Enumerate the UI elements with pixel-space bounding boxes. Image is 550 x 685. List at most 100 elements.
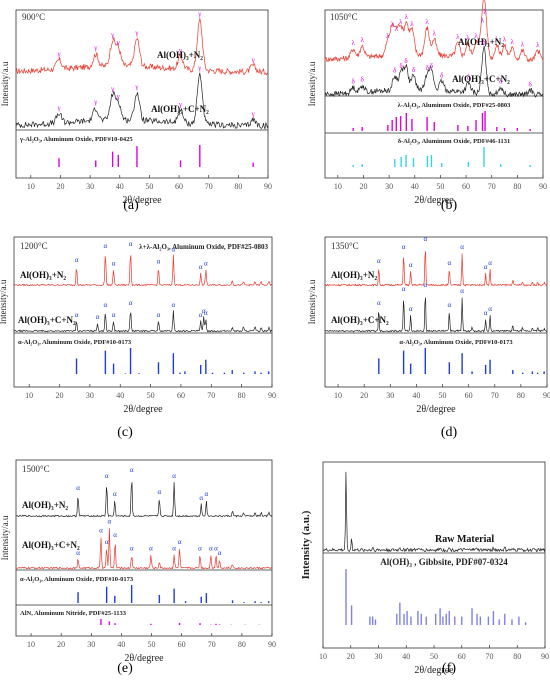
peak-marker-e-1-1: α [99,527,103,535]
peak-marker-a-1-1: γ [93,98,97,106]
panel-label-a: (a) [123,198,139,213]
x-tick-label-b-2: 30 [385,182,393,191]
chart-panel-b: 10 20 30 40 50 60 70 80 90 2θ/degree Intensity/a.u… [275,0,550,220]
chart-panel-e: 10 20 30 40 50 60 70 80 90 2θ/degree Intensity/a.u… [0,450,276,685]
ref-name-b-0: λ-Al₂O₃, Aluminum Oxide, PDF#25-0803 [398,102,511,109]
peak-marker-e-1-4: α [113,531,117,539]
chart-panel-a: 10 20 30 40 50 60 70 80 90 2θ/degree Intensity/a.u… [0,0,275,220]
ref-name-b-1: δ-Al₂O₃, Aluminum Oxide, PDF#46-1131 [398,138,511,145]
peak-marker-c-1-6: α [172,301,176,309]
peak-marker-b-0-1: λ [360,36,364,44]
series-line-b-0 [324,0,544,63]
peak-marker-d-1-8: α [488,305,492,313]
peak-marker-a-0-1: γ [93,44,97,52]
x-tick-label-c-5: 60 [177,391,185,400]
peak-marker-a-0-5: γ [178,46,182,54]
peak-marker-d-0-7: α [488,259,492,267]
series-line-d-1 [324,297,548,333]
x-tick-label-e-5: 60 [178,640,186,649]
peak-marker-d-1-7: α [484,309,488,317]
x-tick-label-a-1: 20 [56,182,64,191]
y-axis-label-e: Intensity/a.u [0,515,10,560]
top-annotation-c: λ+λ-Al₂O₃, Aluminum Oxide, PDF#25-0803 [139,243,268,251]
peak-marker-d-1-0: α [377,299,381,307]
x-tick-label-f-6: 70 [486,652,494,661]
plot-frame-d [324,236,548,388]
peak-marker-a-0-7: γ [251,56,255,64]
peak-marker-e-1-0: α [76,549,80,557]
series-name-a-0: Al(OH)₃+N₂ [157,50,203,60]
peak-marker-c-1-5: α [157,311,161,319]
peak-marker-d-0-2: α [409,261,413,269]
panel-label-d: (d) [440,425,458,440]
peak-marker-b-1-3: δ [400,62,404,70]
x-tick-label-e-1: 20 [57,640,65,649]
peak-marker-c-0-4: α [157,258,161,266]
x-tick-label-f-5: 60 [458,652,466,661]
peak-marker-c-0-2: α [112,259,116,267]
panel-label-b: (b) [440,198,458,213]
peak-marker-c-1-8: α [202,307,206,315]
ref-name-c-0: α-Al₂O₃, Aluminum Oxide, PDF#10-0173 [18,339,132,346]
series-line-a-0 [15,17,269,76]
x-tick-label-d-2: 30 [386,391,394,400]
peak-marker-e-0-2: α [113,490,117,498]
peak-marker-c-0-5: α [172,245,176,253]
peak-marker-e-1-12: α [214,545,218,553]
peak-marker-a-0-6: γ [197,10,201,18]
peak-marker-a-1-6: γ [197,64,201,72]
y-axis-label-c: Intensity/a.u [0,279,8,324]
peak-marker-e-1-3: α [108,518,112,526]
peak-marker-a-0-4: γ [134,29,138,37]
peak-marker-b-1-1: δ [361,75,365,83]
peak-marker-b-0-2: λ [386,32,390,40]
plot-frame-a [15,9,269,179]
x-tick-label-f-1: 20 [347,652,355,661]
series-line-a-1 [15,72,269,130]
series-line-f-0 [322,471,546,553]
peak-marker-b-1-5: δ [412,66,416,74]
x-tick-label-f-3: 40 [402,652,410,661]
x-tick-label-e-8: 90 [268,640,276,649]
peak-marker-b-0-16: λ [503,36,507,44]
series-name-f-0: Raw Material [435,534,494,545]
peak-marker-b-1-4: δ [404,57,408,65]
x-tick-label-c-0: 10 [25,391,33,400]
ref-name-a-0: γ-Al₂O₃, Aluminum Oxide, PDF#10-0425 [19,136,133,143]
x-tick-label-b-7: 80 [513,182,521,191]
peak-marker-b-0-5: λ [399,18,403,26]
ref-name-e-1: AlN, Aluminum Nitride, PDF#25-1133 [20,610,127,617]
x-tick-label-f-0: 10 [319,652,327,661]
peak-marker-b-1-12: δ [529,80,533,88]
x-tick-label-d-1: 20 [360,391,368,400]
peak-marker-b-1-0: δ [352,77,356,85]
peak-marker-c-1-0: α [75,311,79,319]
x-tick-label-d-5: 60 [465,391,473,400]
peak-marker-a-0-0: γ [56,50,60,58]
peak-marker-b-0-0: λ [352,39,356,47]
x-tick-label-b-1: 20 [359,182,367,191]
peak-marker-d-0-3: α [423,235,427,243]
peak-marker-d-0-0: α [377,257,381,265]
peak-marker-b-0-14: λ [483,8,487,16]
series-line-c-0 [13,254,273,287]
peak-marker-e-1-5: α [130,545,134,553]
ref-name-f-0: Al(OH)₃ , Gibbsite, PDF#07-0324 [380,557,508,567]
x-axis-label-e: 2θ/degree [124,653,164,664]
peak-marker-e-0-6: α [199,494,203,502]
peak-marker-b-0-13: λ [481,17,485,25]
peak-marker-b-1-8: δ [440,71,444,79]
peak-marker-d-1-3: α [423,281,427,289]
x-tick-label-c-4: 50 [147,391,155,400]
panel-label-f: (f) [442,661,456,676]
series-name-a-1: Al(OH)₃+C+N₂ [151,104,209,114]
x-tick-label-b-6: 70 [488,182,496,191]
chart-panel-f: 10 20 30 40 50 60 70 80 90 2θ/degree Intensity (a.… [275,450,550,685]
y-axis-label-d: Intensity/a.u [307,279,317,324]
x-tick-label-c-6: 70 [207,391,215,400]
x-tick-label-f-2: 30 [375,652,383,661]
peak-marker-e-0-3: α [130,466,134,474]
x-axis-label-f: 2θ/degree [414,665,454,676]
peak-marker-b-0-18: λ [521,41,525,49]
peak-marker-b-1-10: δ [482,38,486,46]
